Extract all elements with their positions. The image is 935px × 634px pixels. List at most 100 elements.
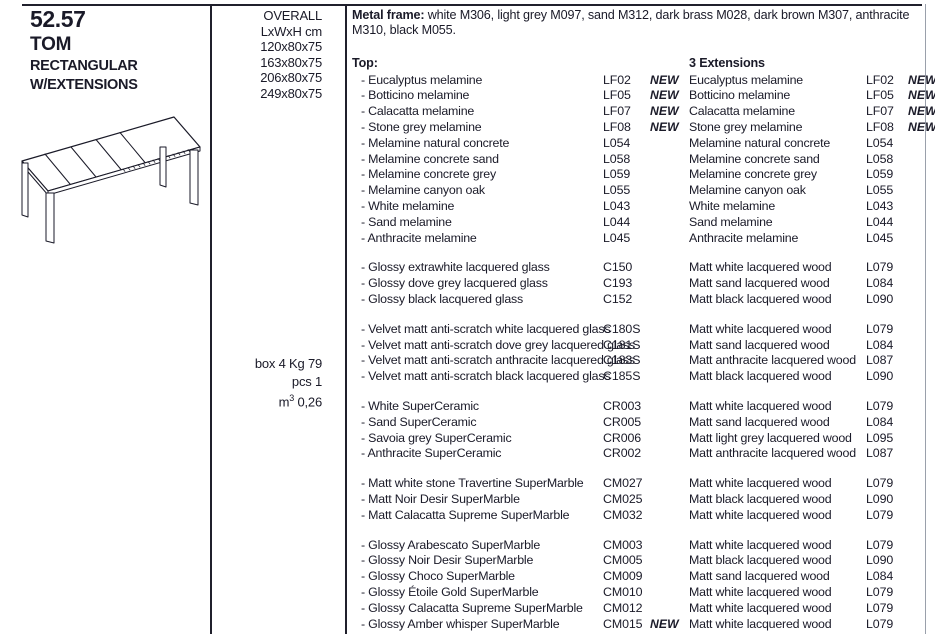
finish-row[interactable]: - Melamine canyon oak L055 Melamine canyon… [352, 183, 927, 199]
finish-row[interactable]: - Sand SuperCeramic CR005 Matt sand lacque… [352, 415, 927, 431]
finish-code-left: C152 [603, 291, 633, 306]
finish-row[interactable]: - Melamine concrete grey L059 Melamine con… [352, 167, 927, 183]
finish-code-left: LF02 [603, 72, 631, 87]
finish-row[interactable]: - Melamine concrete sand L058 Melamine con… [352, 152, 927, 168]
dimensions-heading-1: OVERALL [263, 8, 322, 23]
finish-name-right: Matt white lacquered wood [689, 537, 832, 552]
finish-code-right: L084 [866, 569, 894, 584]
finish-name-left: - Glossy Choco SuperMarble [361, 569, 515, 584]
finish-code-right: LF05 [866, 88, 894, 103]
finish-name-left: - Velvet matt anti-scratch dove grey lac… [361, 337, 636, 352]
dimension-size: 120x80x75 [260, 39, 322, 55]
packing-info-block: box 4 Kg 79 pcs 1 m3 0,26 [212, 355, 342, 411]
finish-code-left: CM003 [603, 537, 643, 552]
rectangular-extension-table-isometric-icon [21, 116, 201, 244]
finish-row[interactable]: - Botticino melamine LF05 NEW Botticino mel… [352, 88, 935, 104]
page-right-edge-rule [925, 4, 926, 634]
metal-frame-colors: white M306, light grey M097, sand M312, … [352, 8, 910, 38]
finish-name-left: - Melamine concrete sand [361, 151, 499, 166]
finish-name-right: Matt sand lacquered wood [689, 414, 830, 429]
finish-code-right: L079 [866, 600, 894, 615]
finish-row[interactable]: - Velvet matt anti-scratch black lacquer… [352, 369, 927, 385]
finish-name-left: - Velvet matt anti-scratch white lacquer… [361, 321, 611, 336]
finish-row[interactable]: - Melamine natural concrete L054 Melamine … [352, 136, 927, 152]
finish-code-right: L079 [866, 616, 894, 631]
finish-code-right: L079 [866, 507, 894, 522]
finish-code-left: CM005 [603, 553, 643, 568]
dimension-size: 163x80x75 [260, 54, 322, 70]
finish-code-left: LF08 [603, 119, 631, 134]
finish-row[interactable]: - Glossy Choco SuperMarble CM009 Matt sand… [352, 569, 927, 585]
finish-name-right: Melamine natural concrete [689, 135, 831, 150]
finish-row[interactable]: - Glossy Calacatta Supreme SuperMarble CM… [352, 601, 927, 617]
finish-row[interactable]: - Matt Calacatta Supreme SuperMarble CM03… [352, 508, 927, 524]
finish-name-right: Matt black lacquered wood [689, 491, 832, 506]
finish-code-right: L079 [866, 476, 894, 491]
finish-name-right: Matt black lacquered wood [689, 291, 832, 306]
finish-row[interactable]: - Calacatta melamine LF07 NEW Calacatta mel… [352, 104, 935, 120]
group-separator [352, 385, 927, 399]
finish-code-right: L079 [866, 260, 894, 275]
finishes-column-headings: Top: 3 Extensions [352, 56, 927, 72]
finish-row[interactable]: - White melamine L043 White melamine L043 [352, 199, 927, 215]
packing-volume-unit: m [278, 394, 290, 410]
finish-row[interactable]: - Velvet matt anti-scratch dove grey lac… [352, 338, 927, 354]
finish-row[interactable]: - Eucalyptus melamine LF02 NEW Eucalyptus m… [352, 72, 935, 89]
finish-code-right: L084 [866, 337, 894, 352]
finish-name-right: Matt sand lacquered wood [689, 569, 830, 584]
finish-row[interactable]: - White SuperCeramic CR003 Matt white lacq… [352, 399, 927, 415]
finish-row[interactable]: - Velvet matt anti-scratch anthracite la… [352, 353, 927, 369]
finish-row[interactable]: - Glossy Amber whisper SuperMarble CM015 N… [352, 617, 927, 633]
new-badge-left: NEW [650, 119, 679, 134]
finish-name-left: - Matt Calacatta Supreme SuperMarble [361, 507, 570, 522]
finish-code-left: L044 [603, 214, 631, 229]
finish-row[interactable]: - Anthracite SuperCeramic CR002 Matt anthr… [352, 446, 927, 462]
product-description-line-2: W/EXTENSIONS [30, 77, 138, 94]
finish-row[interactable]: - Stone grey melamine LF08 NEW Stone grey m… [352, 119, 935, 136]
finish-name-left: - Botticino melamine [361, 88, 470, 103]
finishes-rows: - Eucalyptus melamine LF02 NEW Eucalyptus m… [352, 72, 935, 633]
finish-code-right: L059 [866, 167, 894, 182]
finish-code-left: C193 [603, 276, 633, 291]
finish-name-left: - Glossy Arabescato SuperMarble [361, 537, 541, 552]
finish-code-left: CM032 [603, 507, 643, 522]
heading-3-extensions: 3 Extensions [689, 55, 765, 70]
finish-row[interactable]: - Glossy dove grey lacquered glass C193 Ma… [352, 276, 927, 292]
finish-code-left: CM010 [603, 584, 643, 599]
finish-code-right: L044 [866, 214, 894, 229]
finish-name-left: - White SuperCeramic [361, 398, 479, 413]
finish-row[interactable]: - Glossy Arabescato SuperMarble CM003 Matt… [352, 538, 927, 554]
finish-row[interactable]: - Glossy extrawhite lacquered glass C150 M… [352, 260, 927, 276]
product-name: TOM [30, 34, 72, 56]
finish-name-left: - Eucalyptus melamine [361, 72, 483, 87]
finish-name-left: - Glossy Amber whisper SuperMarble [361, 616, 560, 631]
finish-code-left: CR005 [603, 414, 642, 429]
finish-code-right: L090 [866, 491, 894, 506]
finish-name-left: - Anthracite SuperCeramic [361, 446, 502, 461]
finish-row[interactable]: - Matt white stone Travertine SuperMarbl… [352, 476, 927, 492]
finish-code-left: C150 [603, 260, 633, 275]
finishes-panel: Metal frame: white M306, light grey M097… [352, 8, 935, 633]
finish-row[interactable]: - Glossy Noir Desir SuperMarble CM005 Matt… [352, 553, 927, 569]
finish-code-left: LF05 [603, 88, 631, 103]
finish-name-right: Anthracite melamine [689, 230, 799, 245]
finish-name-right: Matt sand lacquered wood [689, 337, 830, 352]
finish-name-right: Stone grey melamine [689, 119, 803, 134]
finish-code-left: CM025 [603, 491, 643, 506]
finish-name-left: - Savoia grey SuperCeramic [361, 430, 512, 445]
new-badge-right: NEW [908, 72, 935, 87]
finish-row[interactable]: - Savoia grey SuperCeramic CR006 Matt ligh… [352, 431, 927, 447]
finish-code-left: C183S [603, 353, 641, 368]
finish-name-right: Matt white lacquered wood [689, 321, 832, 336]
finish-row[interactable]: - Glossy Étoile Gold SuperMarble CM010 Mat… [352, 585, 927, 601]
finish-name-left: - Glossy black lacquered glass [361, 291, 524, 306]
finish-row[interactable]: - Matt Noir Desir SuperMarble CM025 Matt b… [352, 492, 927, 508]
column-divider-1 [210, 4, 212, 634]
finish-row[interactable]: - Sand melamine L044 Sand melamine L044 [352, 215, 927, 231]
finish-row[interactable]: - Velvet matt anti-scratch white lacquer… [352, 322, 927, 338]
finish-row[interactable]: - Glossy black lacquered glass C152 Matt b… [352, 292, 927, 308]
new-badge-left: NEW [650, 104, 679, 119]
new-badge-right: NEW [908, 104, 935, 119]
finish-row[interactable]: - Anthracite melamine L045 Anthracite mela… [352, 231, 927, 247]
finish-name-left: - Melamine natural concrete [361, 135, 510, 150]
